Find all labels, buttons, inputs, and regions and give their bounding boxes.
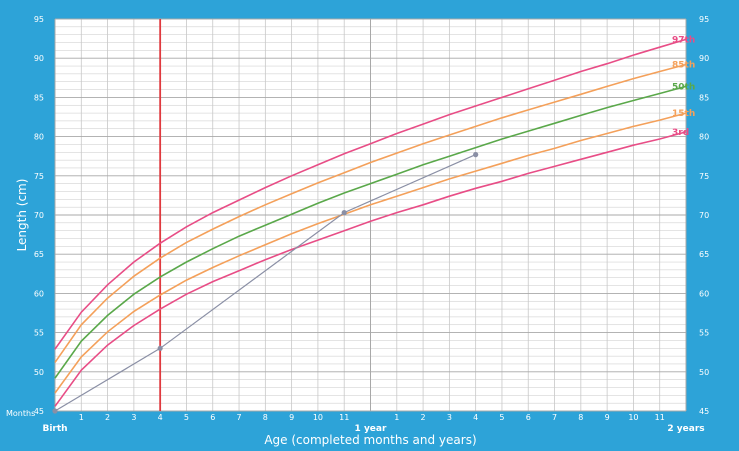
y-tick-label-left: 70 [34,211,44,220]
x-tick-label: 3 [131,413,136,422]
y-tick-label-right: 75 [699,172,709,181]
y-tick-label-left: 75 [34,172,44,181]
x-tick-label-major: 2 years [667,424,704,434]
y-tick-label-right: 60 [699,289,709,298]
legend-label: 85th [672,60,695,70]
y-tick-label-right: 90 [699,54,709,63]
x-tick-label: 9 [605,413,610,422]
measurement-point [341,210,347,216]
measurement-point [52,408,58,414]
legend-label: 15th [672,109,695,119]
x-tick-label: 1 [79,413,84,422]
y-tick-label-left: 65 [34,250,44,259]
x-tick-label: 7 [552,413,557,422]
y-tick-label-right: 65 [699,250,709,259]
x-tick-label: 2 [105,413,110,422]
series-line-97th [54,38,687,350]
x-tick-label: 4 [473,413,478,422]
y-tick-label-left: 55 [34,329,44,338]
y-tick-label-right: 70 [699,211,709,220]
legend-label: 50th [672,82,695,92]
legend-label: 97th [672,35,695,45]
legend-label: 3rd [672,128,689,138]
y-tick-label-right: 45 [699,407,709,416]
y-tick-label-left: 85 [34,93,44,102]
x-tick-label-major: 1 year [355,424,387,434]
y-tick-label-left: 60 [34,289,44,298]
y-tick-label-right: 50 [699,368,709,377]
x-axis-prefix: Months [6,409,35,418]
x-tick-label: 6 [210,413,215,422]
y-tick-label-right: 85 [699,93,709,102]
x-axis-title: Age (completed months and years) [264,433,476,447]
x-tick-label-major: Birth [42,424,67,434]
x-tick-label: 5 [184,413,189,422]
measurement-point [473,152,479,158]
y-tick-label-left: 80 [34,133,44,142]
y-tick-label-left: 45 [34,407,44,416]
y-axis-title: Length (cm) [15,179,29,252]
x-tick-label: 3 [447,413,452,422]
y-tick-label-right: 55 [699,329,709,338]
x-tick-label: 11 [339,413,349,422]
y-tick-label-left: 90 [34,54,44,63]
series-line-85th [54,63,687,363]
x-tick-label: 2 [421,413,426,422]
x-tick-label: 8 [263,413,268,422]
x-tick-label: 1 [394,413,399,422]
x-tick-label: 10 [313,413,323,422]
measurement-line [54,154,476,412]
series-line-15th [54,112,687,394]
series-line-50th [54,85,687,379]
x-tick-label: 4 [158,413,163,422]
x-tick-label: 8 [578,413,583,422]
measurement-point [157,345,163,351]
x-tick-label: 10 [628,413,638,422]
y-tick-label-right: 95 [699,15,709,24]
x-tick-label: 11 [655,413,665,422]
x-tick-label: 7 [236,413,241,422]
y-tick-label-right: 80 [699,133,709,142]
y-tick-label-left: 95 [34,15,44,24]
x-tick-label: 5 [499,413,504,422]
y-tick-label-left: 50 [34,368,44,377]
x-tick-label: 9 [289,413,294,422]
x-tick-label: 6 [526,413,531,422]
series-line-3rd [54,131,687,407]
